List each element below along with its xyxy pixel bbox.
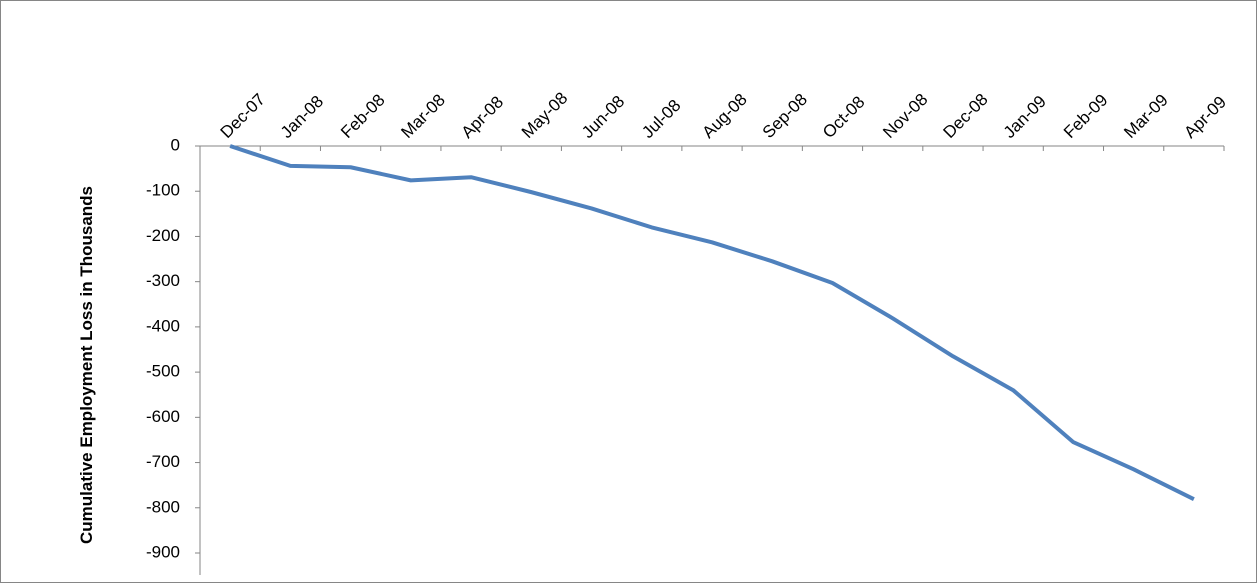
y-axis-title: Cumulative Employment Loss in Thousands: [77, 186, 96, 544]
y-tick-label: -800: [146, 497, 180, 516]
y-tick-label: -400: [146, 316, 180, 335]
y-tick-label: -100: [146, 181, 180, 200]
data-line: [229, 144, 1195, 501]
y-tick-label: -500: [146, 362, 180, 381]
y-tick-label: -900: [146, 542, 180, 561]
y-tick-label: -300: [146, 271, 180, 290]
y-tick-label: -200: [146, 226, 180, 245]
y-tick-label: -700: [146, 452, 180, 471]
y-tick-label: 0: [171, 135, 180, 154]
y-tick-label: -600: [146, 407, 180, 426]
